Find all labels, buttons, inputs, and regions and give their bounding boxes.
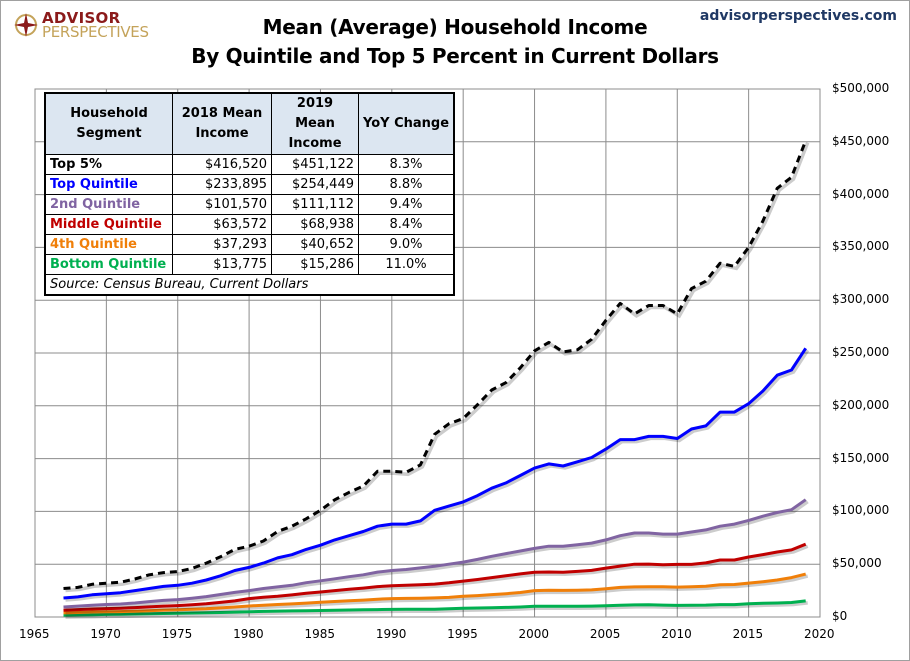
x-tick-label: 1985 (304, 627, 335, 641)
compass-icon (14, 13, 38, 37)
logo-line2: PERSPECTIVES (42, 23, 149, 41)
income-2019: $15,286 (271, 254, 359, 275)
income-2018: $63,572 (172, 214, 272, 235)
series-line-middle-quintile (63, 542, 807, 612)
table-header-row: Household Segment 2018 Mean Income 2019 … (44, 92, 455, 155)
x-tick-label: 2000 (518, 627, 550, 641)
segment-label: Top Quintile (44, 174, 173, 195)
x-tick-label: 2020 (804, 627, 835, 641)
x-tick-label: 1975 (161, 627, 193, 641)
series-line-bottom-quintile (63, 599, 806, 617)
y-tick-label: $300,000 (832, 292, 890, 307)
table-row: Bottom Quintile $13,775 $15,286 11.0% (44, 254, 455, 275)
table-row: Top Quintile $233,895 $254,449 8.8% (44, 174, 455, 195)
yoy-change: 9.0% (358, 234, 455, 255)
yoy-change: 8.3% (358, 154, 455, 175)
y-tick-label: $100,000 (832, 503, 890, 518)
x-tick-label: 2005 (589, 627, 621, 641)
logo-line1: ADVISOR (42, 9, 121, 27)
income-2018: $233,895 (172, 174, 272, 195)
header-2019: 2019 Mean Income (271, 92, 359, 155)
x-tick-label: 2015 (732, 627, 764, 641)
series-line-top-5- (63, 140, 808, 590)
table-source-row: Source: Census Bureau, Current Dollars (44, 274, 455, 296)
chart-title: Mean (Average) Household Income By Quint… (1, 13, 909, 71)
series-line-2nd-quintile (63, 498, 807, 609)
income-2018: $13,775 (172, 254, 272, 275)
table-row: Middle Quintile $63,572 $68,938 8.4% (44, 214, 455, 235)
y-tick-label: $200,000 (832, 397, 890, 412)
x-tick-label: 1980 (233, 627, 264, 641)
title-line1: Mean (Average) Household Income (262, 15, 648, 39)
income-2018: $37,293 (172, 234, 272, 255)
table-row: 4th Quintile $37,293 $40,652 9.0% (44, 234, 455, 255)
segment-label: 2nd Quintile (44, 194, 173, 215)
income-2019: $111,112 (271, 194, 359, 215)
income-2019: $254,449 (271, 174, 359, 195)
series-shadow (65, 574, 809, 617)
y-tick-label: $150,000 (832, 450, 890, 465)
y-tick-label: $350,000 (832, 239, 890, 254)
segment-label: Bottom Quintile (44, 254, 173, 275)
series-line-top-quintile (63, 347, 807, 600)
income-2018: $101,570 (172, 194, 272, 215)
header-yoy: YoY Change (358, 92, 455, 155)
site-url: advisorperspectives.com (699, 8, 897, 24)
series-shadow (65, 544, 809, 614)
title-line2: By Quintile and Top 5 Percent in Current… (191, 44, 719, 68)
y-tick-label: $400,000 (832, 186, 890, 201)
series-shadow (65, 601, 808, 619)
series-line-4th-quintile (63, 572, 807, 615)
header-segment: Household Segment (44, 92, 173, 155)
series-shadow (65, 500, 809, 611)
segment-label: 4th Quintile (44, 234, 173, 255)
advisor-perspectives-logo: ADVISOR PERSPECTIVES (13, 9, 149, 41)
source-note: Source: Census Bureau, Current Dollars (44, 274, 455, 296)
yoy-change: 8.4% (358, 214, 455, 235)
table-row: Top 5% $416,520 $451,122 8.3% (44, 154, 455, 175)
yoy-change: 8.8% (358, 174, 455, 195)
segment-label: Middle Quintile (44, 214, 173, 235)
y-tick-label: $250,000 (832, 345, 890, 359)
yoy-change: 11.0% (358, 254, 455, 275)
y-tick-label: $50,000 (832, 556, 882, 571)
series-shadow (65, 141, 810, 593)
y-tick-label: $0 (832, 609, 848, 623)
income-2019: $451,122 (271, 154, 359, 175)
x-tick-label: 1965 (19, 627, 50, 641)
y-tick-label: $500,000 (832, 81, 890, 95)
x-tick-label: 2010 (661, 627, 692, 641)
yoy-change: 9.4% (358, 194, 455, 215)
header-2018: 2018 Mean Income (172, 92, 272, 155)
x-tick-label: 1995 (447, 627, 478, 641)
income-2018: $416,520 (172, 154, 272, 175)
income-2019: $40,652 (271, 234, 359, 255)
segment-label: Top 5% (44, 154, 173, 175)
table-row: 2nd Quintile $101,570 $111,112 9.4% (44, 194, 455, 215)
income-summary-table: Household Segment 2018 Mean Income 2019 … (44, 92, 456, 296)
y-tick-label: $450,000 (832, 133, 890, 148)
series-shadow (65, 349, 810, 602)
x-tick-label: 1990 (375, 627, 407, 641)
x-tick-label: 1970 (90, 627, 121, 641)
income-2019: $68,938 (271, 214, 359, 235)
